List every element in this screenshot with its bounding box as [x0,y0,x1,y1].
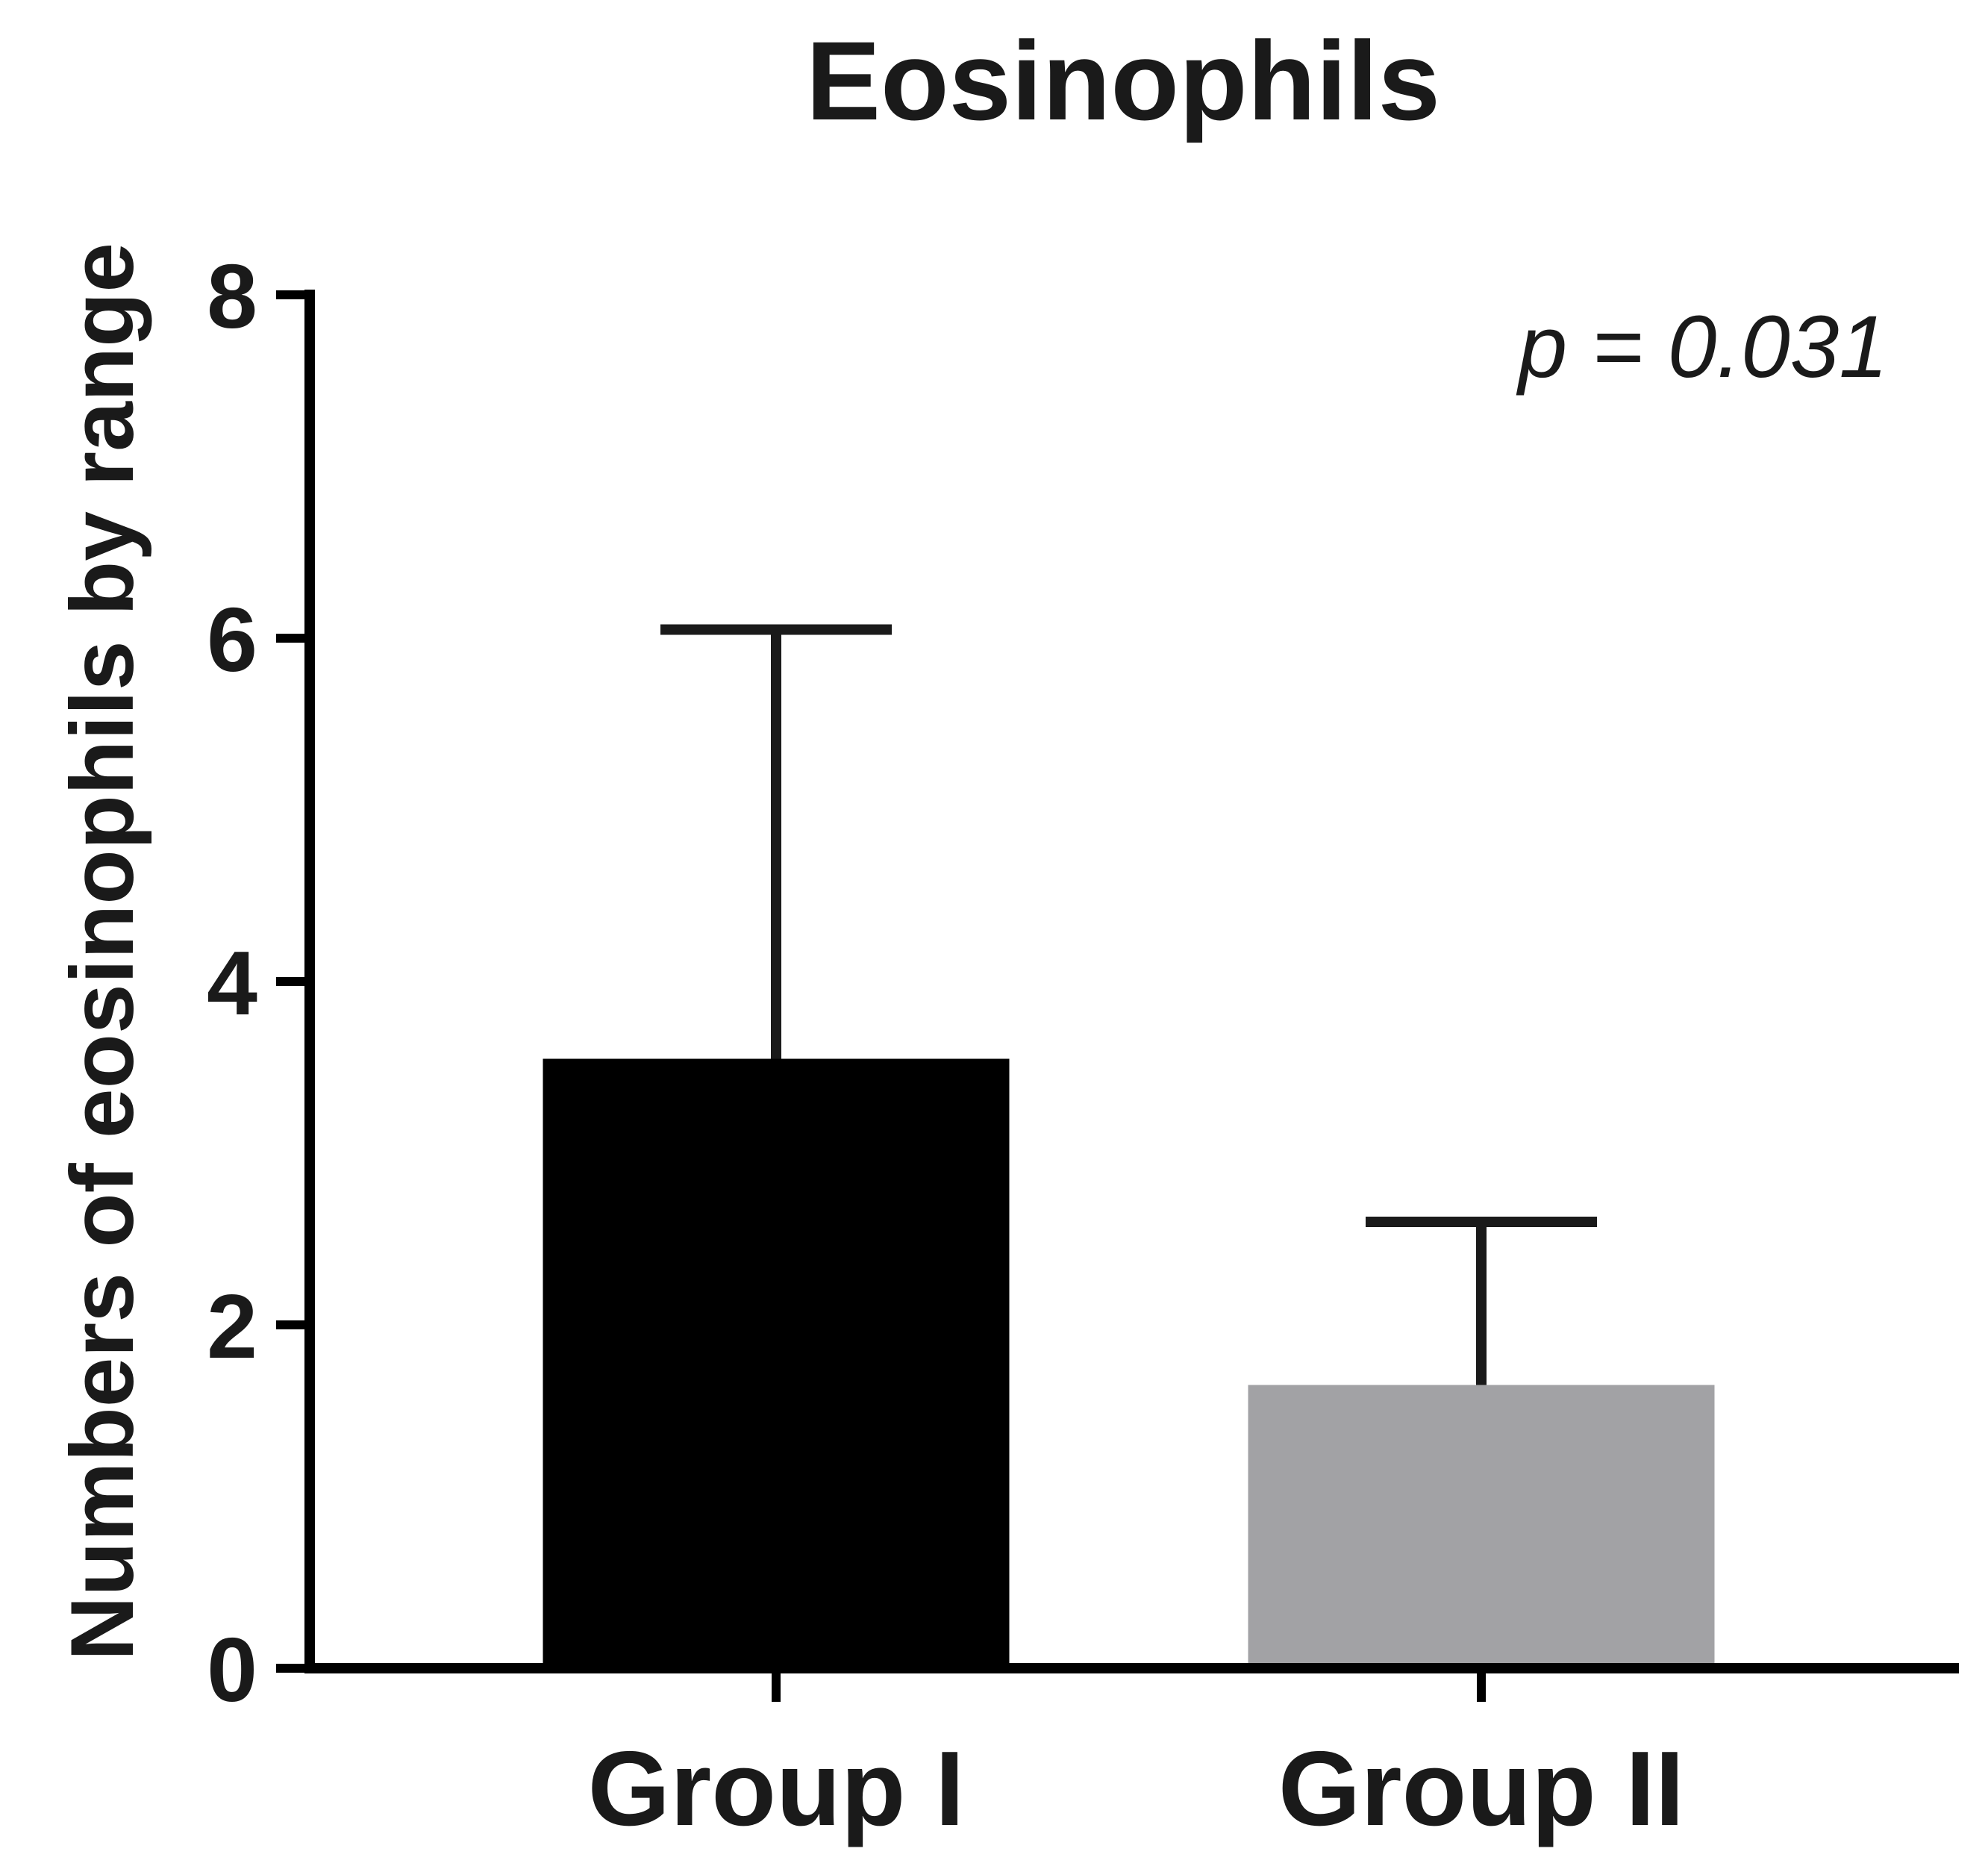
y-tick-label: 0 [207,1619,257,1720]
x-ticks-layer: Group I Group II [588,1668,1684,1848]
bar-1 [543,1058,1010,1668]
error-bars-layer [660,624,1597,1385]
y-axis-label: Numbers of eosinophils by range [52,243,152,1661]
x-category-label: Group II [1278,1729,1684,1848]
y-tick-label: 4 [207,932,257,1034]
bar-2 [1248,1385,1715,1668]
y-tick-label: 8 [207,246,257,347]
x-category-label: Group I [588,1729,965,1848]
p-value-annotation: p = 0.031 [1516,298,1888,396]
y-ticks-layer: 0 2 4 6 8 [207,246,310,1720]
y-tick-label: 6 [207,589,257,690]
chart-title: Eosinophils [806,18,1440,143]
y-tick-label: 2 [207,1276,257,1377]
bars-layer [543,1058,1715,1668]
